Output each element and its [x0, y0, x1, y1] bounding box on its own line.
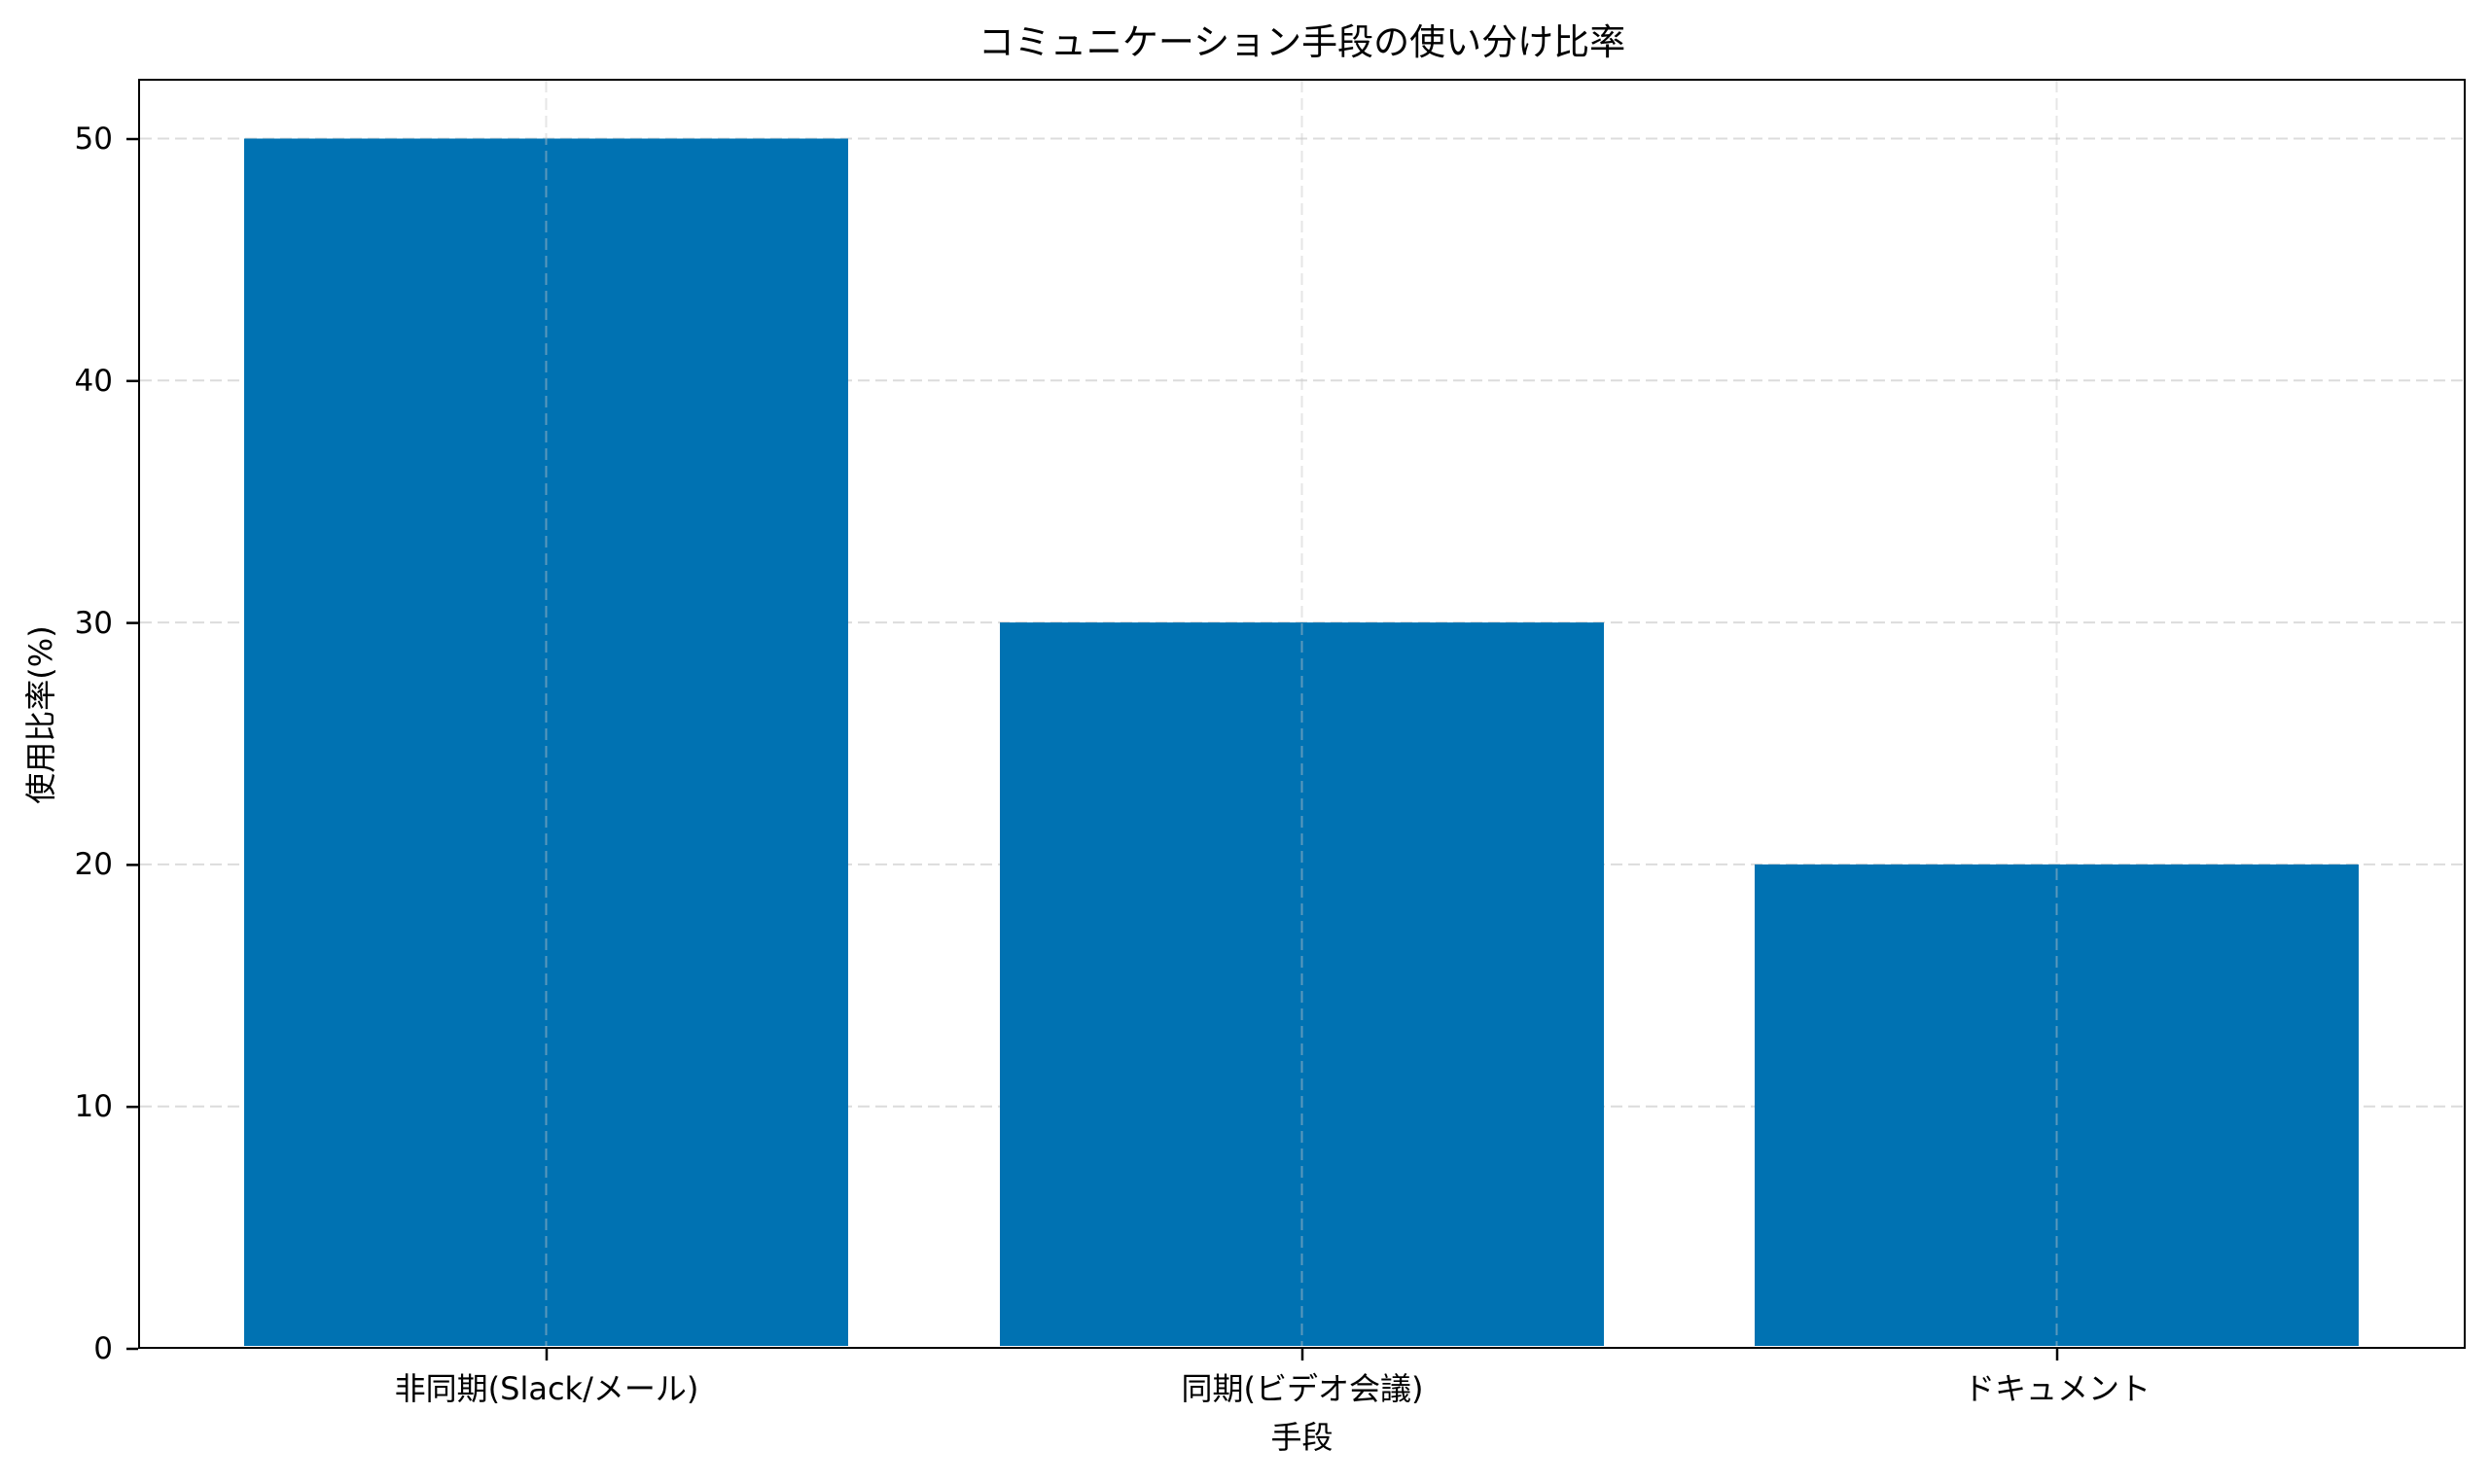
- x-tick-label: 同期(ビデオ会議): [1181, 1370, 1424, 1407]
- y-axis-label: 使用比率(%): [22, 625, 59, 804]
- chart-title: コミュニケーション手段の使い分け比率: [978, 21, 1626, 63]
- x-tick-label: ドキュメント: [1963, 1370, 2151, 1407]
- y-tick-label: 50: [74, 122, 113, 157]
- y-tick-label: 40: [74, 363, 113, 399]
- y-tick-label: 0: [93, 1331, 113, 1366]
- bar: [244, 138, 848, 1346]
- bar: [1000, 622, 1604, 1346]
- vgridlines: [545, 81, 2058, 1346]
- plot-svg: [140, 81, 2463, 1346]
- bar: [1755, 864, 2359, 1346]
- x-tick-label: 非同期(Slack/メール): [394, 1370, 699, 1407]
- y-tick-label: 10: [74, 1089, 113, 1125]
- plot-area: [138, 79, 2466, 1349]
- y-tick-label: 30: [74, 605, 113, 641]
- x-axis-label: 手段: [1270, 1419, 1334, 1456]
- bars: [244, 138, 2359, 1346]
- y-tick-label: 20: [74, 847, 113, 883]
